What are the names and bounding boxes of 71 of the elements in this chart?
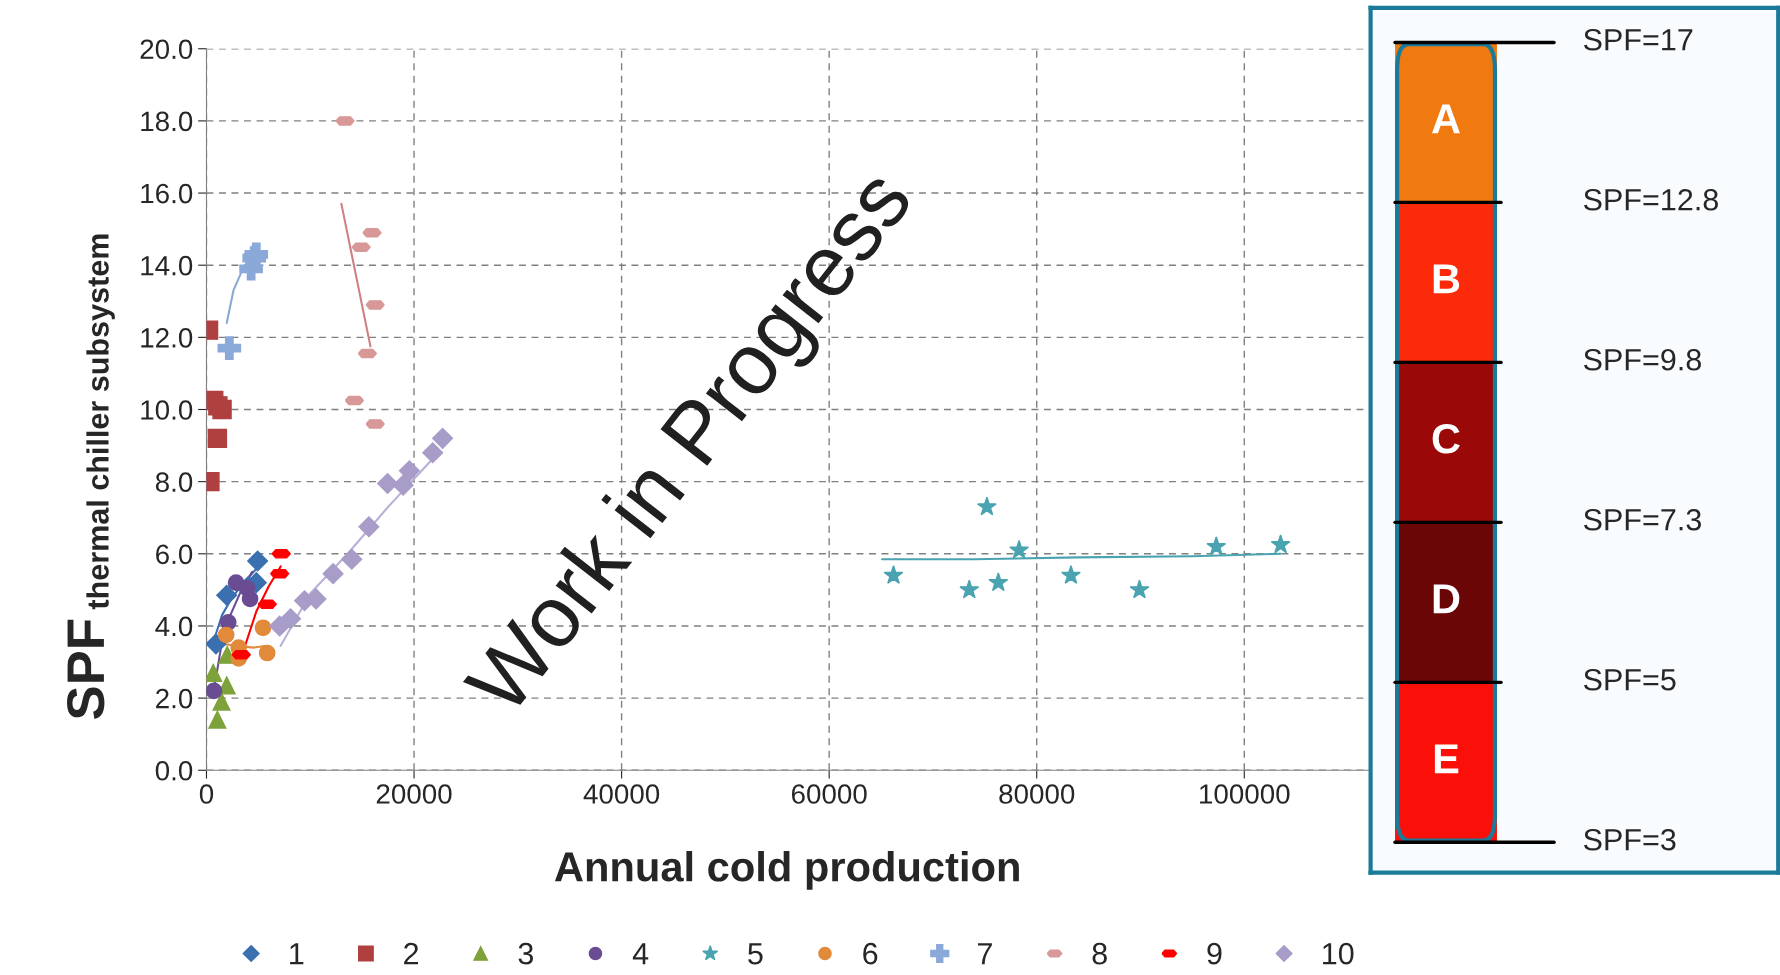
y-tick-label: 18.0 — [141, 111, 193, 132]
point — [207, 428, 228, 449]
point — [959, 579, 980, 599]
point — [398, 460, 420, 482]
point — [422, 442, 444, 464]
point — [322, 563, 344, 585]
x-tick-label: 60000 — [791, 784, 867, 804]
text: SPF=9.8 — [1583, 348, 1701, 371]
text: SPF=7.3 — [1583, 508, 1701, 531]
y-tick-label: 16.0 — [141, 183, 193, 204]
point — [208, 710, 227, 729]
x-tick-label: 40000 — [583, 784, 660, 804]
y-tick-label: 4.0 — [155, 616, 193, 637]
y-tick-label: 6.0 — [156, 544, 193, 565]
legend-label: 9 — [1207, 942, 1222, 965]
point — [217, 626, 235, 644]
legend-label: 7 — [977, 943, 992, 965]
point — [883, 565, 904, 585]
x-tick-label: 20000 — [376, 784, 452, 804]
text: SPF=5 — [1583, 668, 1676, 691]
point — [206, 633, 227, 655]
y-tick-label: 10.0 — [141, 400, 193, 420]
point — [392, 474, 414, 496]
text: SPF=17 — [1583, 28, 1693, 51]
x-tick-label: 0 — [199, 784, 214, 804]
text: SPF=3 — [1583, 828, 1676, 851]
legend-label: 1 — [290, 943, 304, 965]
point — [988, 572, 1009, 592]
y-tick-label: 0.0 — [155, 760, 193, 781]
x-tick-label: 80000 — [999, 784, 1075, 804]
legend-label: 10 — [1323, 942, 1354, 965]
legend-label: 2 — [404, 942, 419, 965]
x-tick-label: 100000 — [1200, 784, 1290, 804]
point — [432, 427, 454, 449]
point — [258, 644, 276, 662]
category-label: C — [1432, 424, 1460, 454]
point — [377, 472, 399, 494]
legend-label: 8 — [1092, 942, 1107, 965]
point — [280, 608, 302, 630]
point — [254, 619, 272, 637]
legend-label: 3 — [518, 942, 533, 965]
category-label: B — [1433, 264, 1460, 294]
point — [206, 663, 223, 682]
y-tick-label: 14.0 — [141, 255, 193, 276]
point — [1270, 534, 1291, 554]
point — [217, 336, 242, 360]
point — [1129, 579, 1150, 599]
point — [216, 584, 238, 606]
point — [976, 496, 997, 516]
point — [341, 548, 363, 570]
category-label: D — [1433, 584, 1460, 614]
text: SPF=12.8 — [1583, 188, 1718, 211]
point — [206, 682, 223, 700]
point — [1061, 565, 1081, 585]
point — [1206, 536, 1227, 556]
y-tick-label: 8.0 — [155, 472, 193, 492]
y-tick-label: 12.0 — [141, 328, 193, 348]
y-tick-label: 2.0 — [156, 688, 193, 709]
category-label: A — [1432, 104, 1460, 134]
point — [247, 550, 269, 572]
y-axis-title: SPFthermal chiller subsystem — [67, 234, 115, 720]
y-tick-label: 20.0 — [140, 39, 193, 60]
legend-label: 5 — [748, 943, 763, 965]
point — [358, 516, 380, 538]
point — [212, 692, 231, 711]
point — [1009, 539, 1030, 559]
legend-label: 4 — [632, 943, 649, 965]
x-axis-title: Annual cold production — [554, 851, 1019, 890]
category-label: E — [1434, 744, 1459, 774]
legend-label: 6 — [863, 942, 878, 965]
point — [241, 590, 259, 608]
